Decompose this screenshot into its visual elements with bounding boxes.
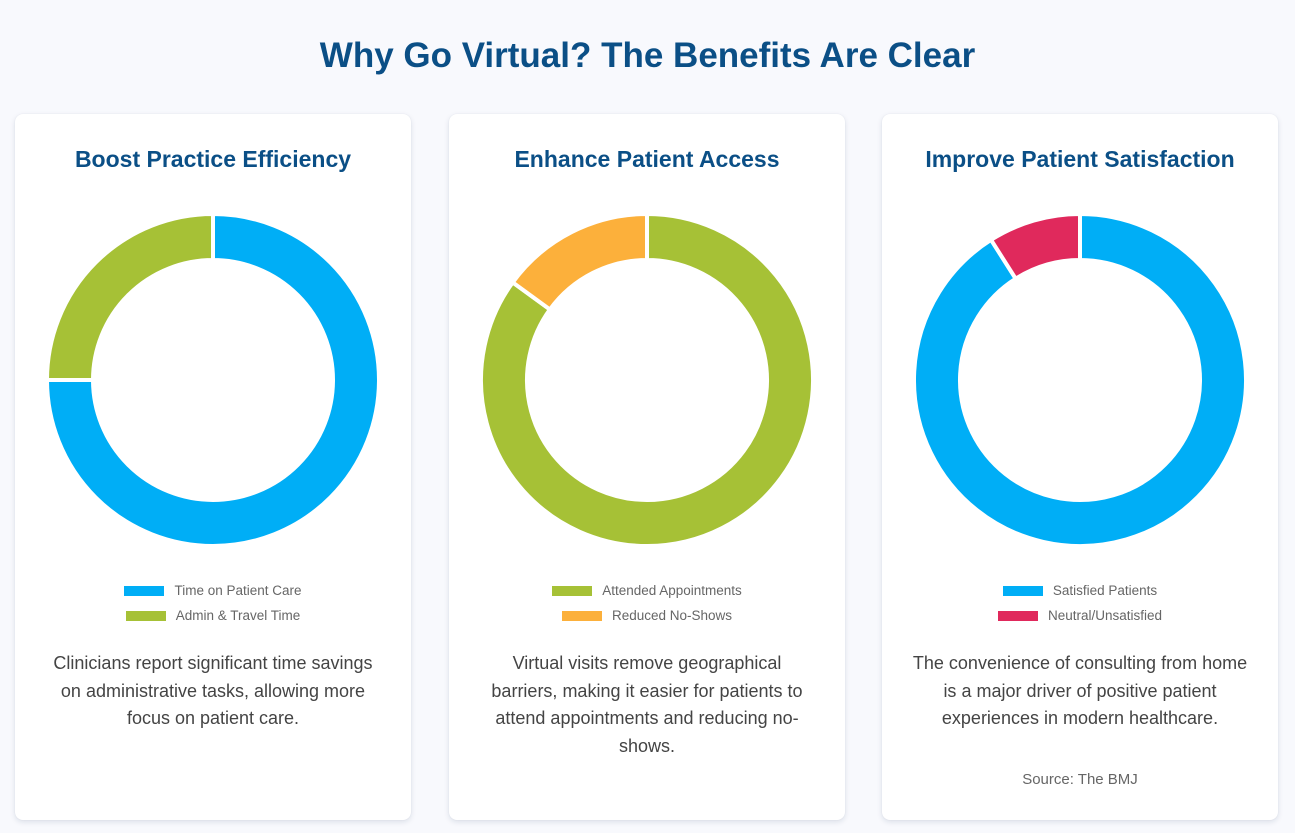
legend-item[interactable]: Satisfied Patients [882,578,1278,603]
donut-slice-attended-appointments[interactable] [479,212,815,548]
legend-item[interactable]: Reduced No-Shows [449,603,845,628]
legend-item[interactable]: Attended Appointments [449,578,845,603]
chart-legend: Time on Patient Care Admin & Travel Time [15,578,411,628]
card-description: Virtual visits remove geographical barri… [491,653,803,756]
legend-label: Admin & Travel Time [175,608,301,623]
legend-item[interactable]: Time on Patient Care [15,578,411,603]
card-description: The convenience of consulting from home … [912,653,1248,728]
donut-slice-neutral-unsatisfied[interactable] [988,212,1082,282]
donut-slice-satisfied-patients[interactable] [912,212,1248,548]
satisfaction-donut-chart [912,212,1248,548]
donut-slice-time-on-patient-care[interactable] [45,212,381,548]
efficiency-card: Boost Practice Efficiency Time on Patien… [15,114,411,820]
legend-label: Attended Appointments [602,583,742,598]
access-donut-chart [479,212,815,548]
card-title: Improve Patient Satisfaction [925,146,1235,172]
legend-swatch [1002,585,1043,596]
legend-swatch [124,585,165,596]
legend-label: Neutral/Unsatisfied [1047,608,1163,623]
donut-slice-admin-travel-time[interactable] [45,212,215,382]
card-title: Enhance Patient Access [514,146,780,172]
page-title: Why Go Virtual? The Benefits Are Clear [319,36,976,75]
card-title: Boost Practice Efficiency [74,146,352,172]
legend-label: Time on Patient Care [174,583,302,598]
card-description: Clinicians report significant time savin… [53,653,373,728]
legend-swatch [561,610,602,621]
access-card: Enhance Patient Access Attended Appointm… [449,114,845,820]
legend-swatch [125,610,166,621]
chart-legend: Satisfied Patients Neutral/Unsatisfied [882,578,1278,628]
satisfaction-card: Improve Patient Satisfaction Satisfied P… [882,114,1278,820]
legend-item[interactable]: Admin & Travel Time [15,603,411,628]
legend-label: Reduced No-Shows [611,608,733,623]
legend-swatch [997,610,1038,621]
donut-slice-reduced-no-shows[interactable] [509,212,649,313]
efficiency-donut-chart [45,212,381,548]
chart-legend: Attended Appointments Reduced No-Shows [449,578,845,628]
source-citation: Source: The BMJ [1022,771,1138,788]
legend-label: Satisfied Patients [1052,583,1158,598]
legend-swatch [552,585,593,596]
legend-item[interactable]: Neutral/Unsatisfied [882,603,1278,628]
